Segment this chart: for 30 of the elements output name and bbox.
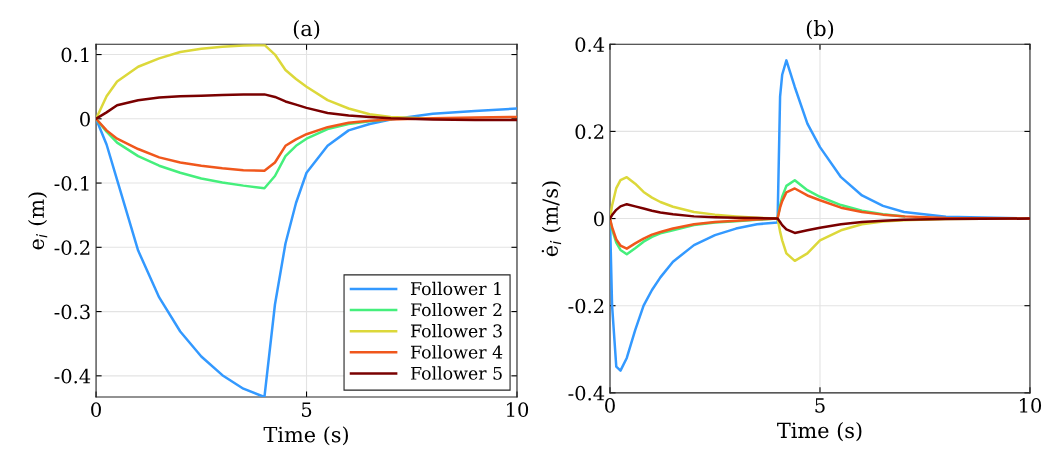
x-tick-label: 5 [301,402,312,417]
legend-label: Follower 3 [410,324,502,338]
y-tick-label: 0.1 [61,47,89,63]
y-tick-label: -0.4 [568,385,605,401]
x-tick-label: 5 [815,398,825,413]
x-tick-label: 0 [605,398,615,413]
x-tick-label: 0 [91,402,101,417]
x-axis-title: Time (s) [777,422,862,442]
legend-label: Follower 4 [410,345,503,359]
y-tick-label: -0.1 [54,176,89,191]
y-tick-label: -0.4 [54,368,91,384]
y-tick-label: 0.2 [575,124,604,140]
y-tick-label: -0.3 [54,304,90,320]
chart-title: (b) [806,20,834,40]
legend-label: Follower 5 [410,366,502,380]
chart-title: (a) [293,20,320,40]
y-tick-label: -0.2 [54,240,90,255]
y-tick-label: 0 [594,211,604,227]
y-axis-title: e$_{i}$ (m) [27,192,48,250]
y-tick-label: 0.4 [575,37,605,52]
x-axis-title: Time (s) [263,426,348,446]
legend-label: Follower 2 [410,302,502,317]
y-axis-title: ė$_{i}$ (m/s) [541,181,562,257]
line-series [96,93,517,122]
line-series [609,202,1030,235]
y-tick-label: -0.2 [568,298,604,314]
x-tick-label: 10 [507,402,529,417]
legend-label: Follower 1 [410,281,501,296]
x-tick-label: 10 [1019,398,1042,413]
y-tick-label: 0 [80,111,90,127]
